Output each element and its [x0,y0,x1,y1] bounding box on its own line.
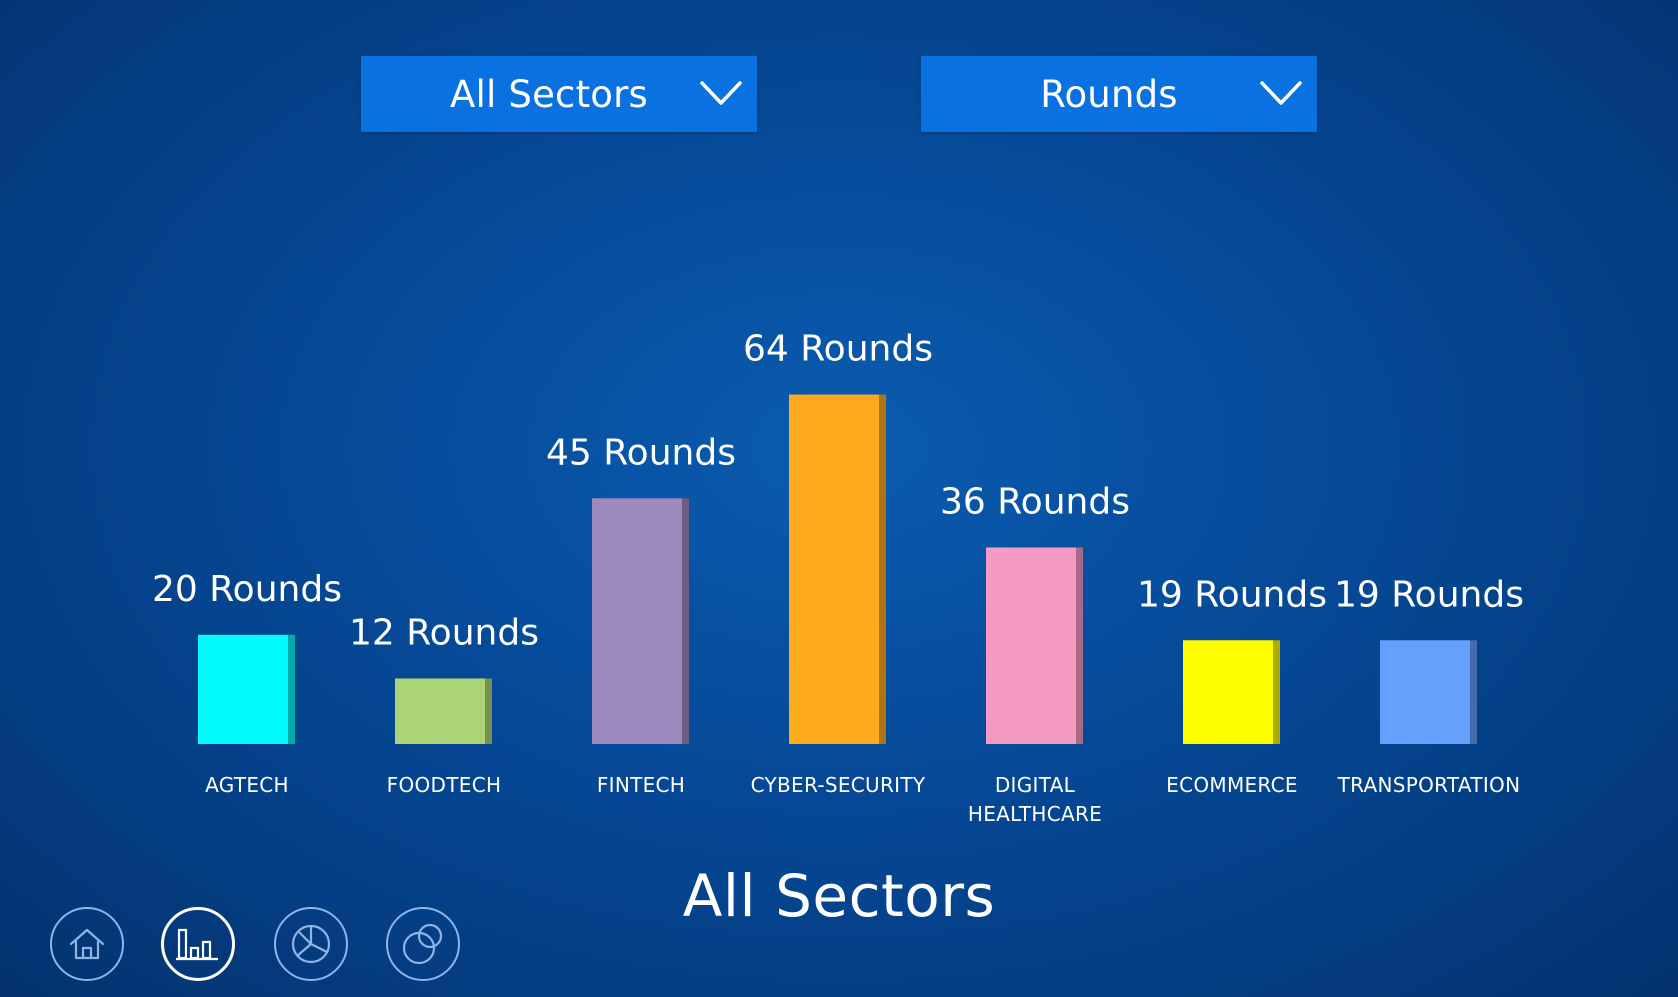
category-label: FINTECH [597,773,685,797]
bar [592,498,682,744]
bar-value-label: 45 Rounds [546,432,736,473]
bar-chart-icon [176,928,218,961]
bar [395,678,485,744]
metric-dropdown-value: Rounds [1040,72,1178,116]
chevron-down-icon [1260,81,1302,105]
category-label: TRANSPORTATION [1337,773,1521,797]
bar-value-label: 19 Rounds [1137,574,1327,615]
bar [198,634,288,744]
nav-home-button[interactable] [50,907,124,981]
bar [986,547,1076,744]
chart-title: All Sectors [682,862,996,930]
bar-side [485,678,492,744]
bar [1183,640,1273,744]
sector-dropdown[interactable]: All Sectors [361,56,757,132]
bar-side [879,394,886,744]
bar-value-label: 12 Rounds [349,612,539,653]
nav-bar-chart-button[interactable] [161,907,235,981]
bar-value-label: 20 Rounds [152,569,342,610]
bar-side [1470,640,1477,744]
category-label: CYBER-SECURITY [751,773,926,797]
category-label: FOODTECH [387,773,502,797]
category-label: ECOMMERCE [1166,773,1298,797]
pie-chart-icon [291,924,331,964]
home-icon [69,928,105,960]
metric-dropdown[interactable]: Rounds [921,56,1317,132]
category-label: AGTECH [205,773,289,797]
category-label: DIGITAL HEALTHCARE [968,773,1102,826]
bar-value-label: 64 Rounds [743,329,933,370]
bubbles-icon [402,923,443,965]
bar [1380,640,1470,744]
bar-side [288,634,295,744]
nav-bubbles-button[interactable] [386,907,460,981]
bar-side [1076,547,1083,744]
bar [789,394,879,744]
sector-dropdown-value: All Sectors [449,72,649,116]
bar-side [682,498,689,744]
chevron-down-icon [700,81,742,105]
bar-value-label: 19 Rounds [1334,574,1524,615]
bar-side [1273,640,1280,744]
bar-value-label: 36 Rounds [940,481,1130,522]
nav-pie-chart-button[interactable] [274,907,348,981]
